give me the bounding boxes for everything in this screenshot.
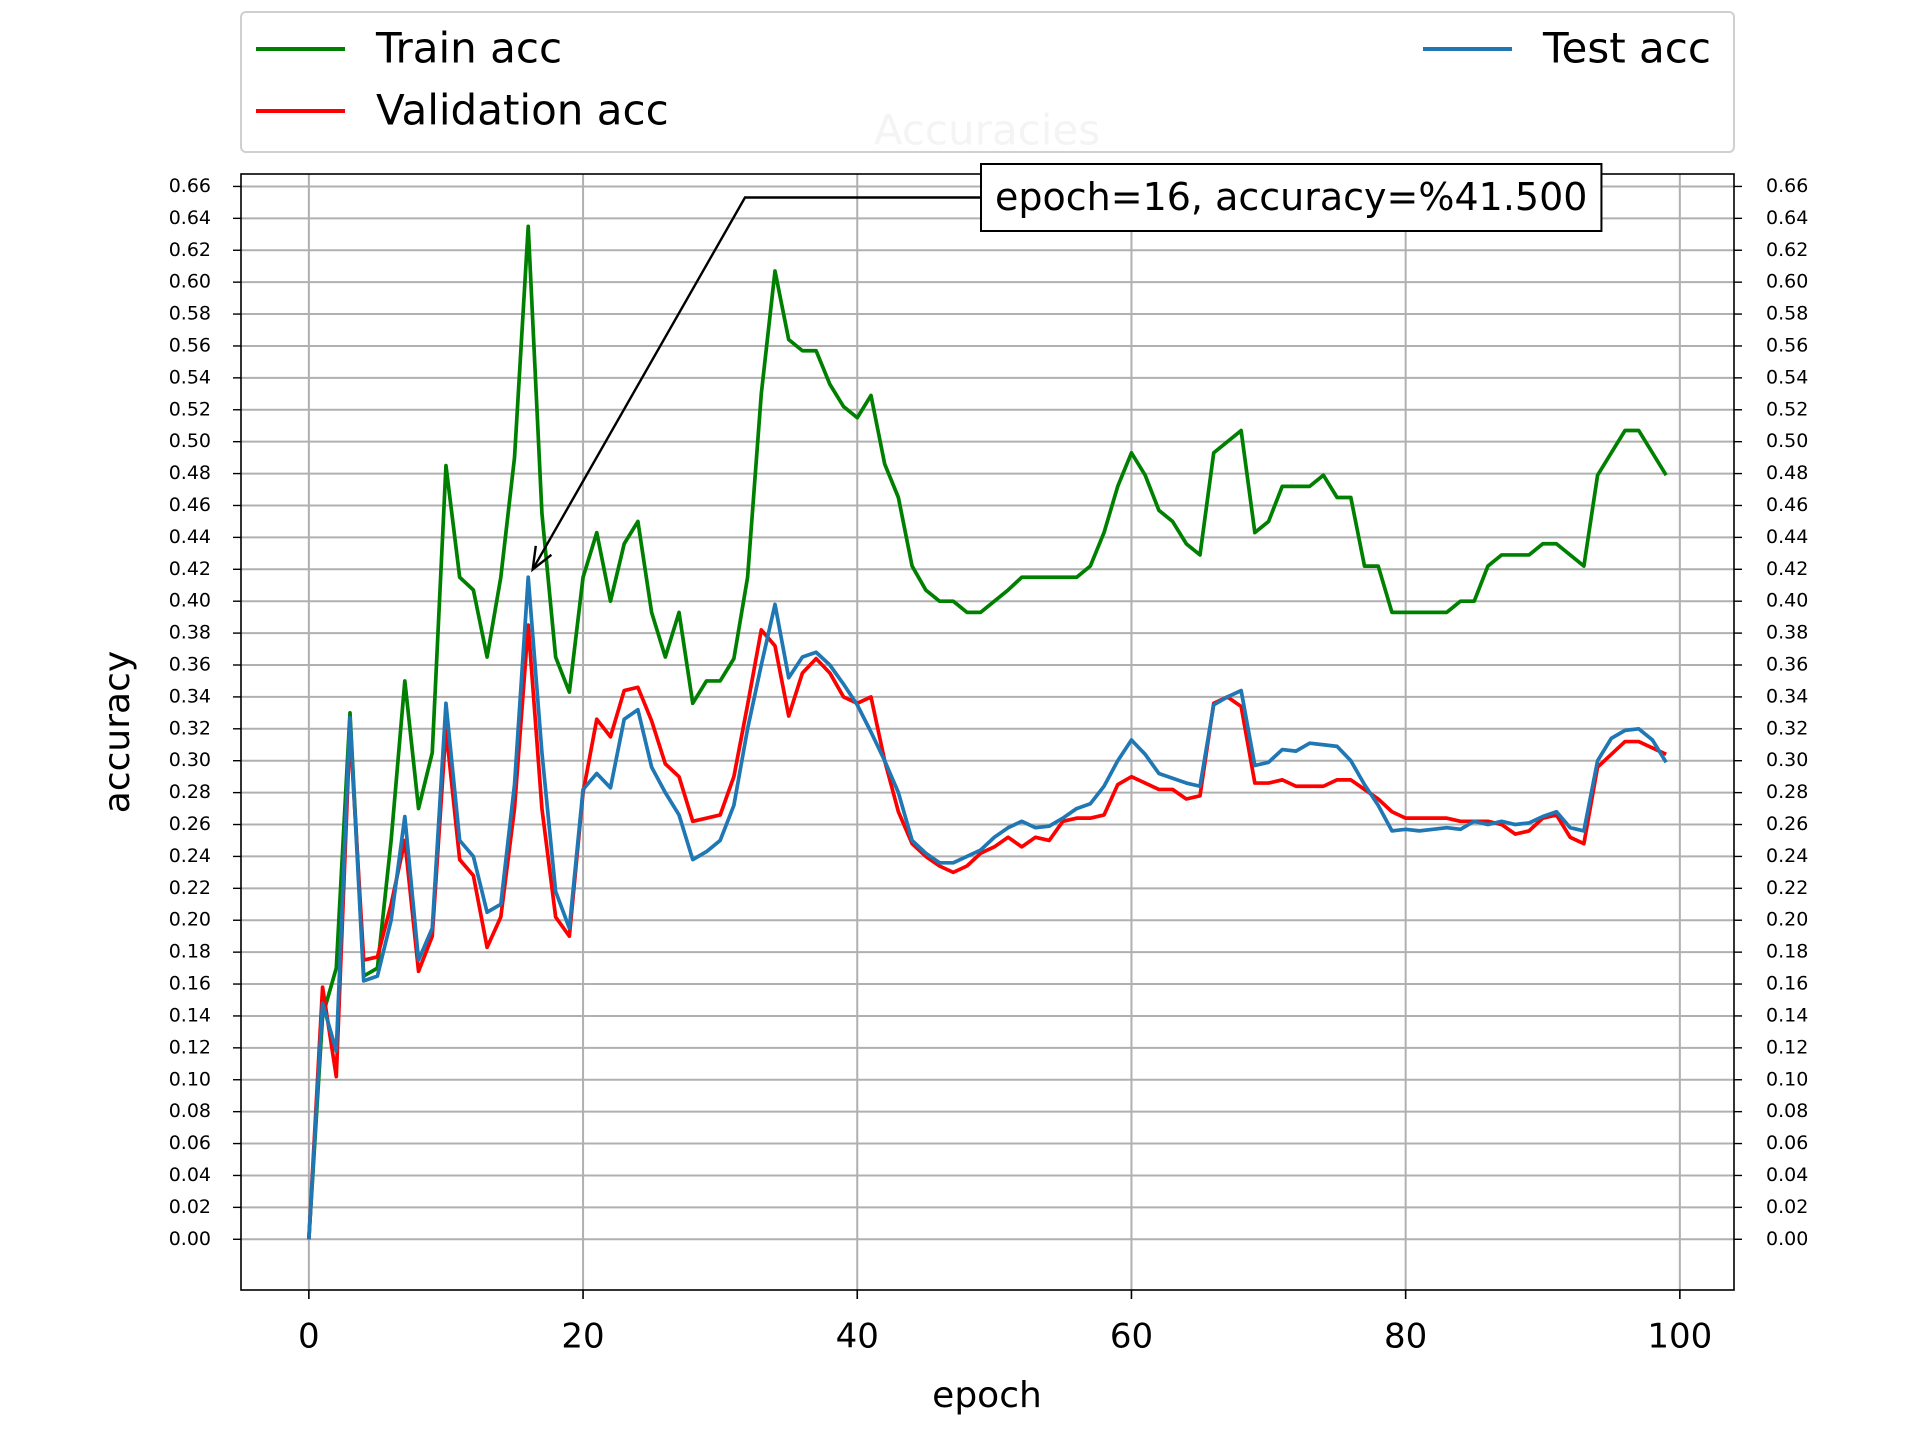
y-tick-label: 0.40 xyxy=(169,590,211,612)
y2-tick-label: 0.56 xyxy=(1766,334,1808,356)
y2-tick-label: 0.16 xyxy=(1766,973,1808,995)
y-tick-label: 0.24 xyxy=(169,845,211,867)
y2-tick-label: 0.06 xyxy=(1766,1132,1808,1154)
annotation: epoch=16, accuracy=%41.500 xyxy=(531,163,1603,573)
y-tick-label: 0.18 xyxy=(169,941,211,963)
x-tick-label: 0 xyxy=(298,1317,320,1357)
y2-tick-label: 0.02 xyxy=(1766,1196,1808,1218)
annotation-connector xyxy=(531,196,981,571)
y-tick-label: 0.14 xyxy=(169,1004,211,1026)
plot-lines xyxy=(307,224,1668,1240)
y-tick-label: 0.36 xyxy=(169,654,211,676)
y2-tick-label: 0.54 xyxy=(1766,366,1808,388)
y2-tick-label: 0.62 xyxy=(1766,239,1808,261)
x-tick-label: 20 xyxy=(561,1317,604,1357)
y-tick-label: 0.12 xyxy=(169,1036,211,1058)
legend-box xyxy=(240,11,1735,153)
ticks: 0 20 40 60 80 100 0.00 0.02 0.04 0.06 0.08 0.10 0.12… xyxy=(169,175,1809,1357)
y2-tick-label: 0.08 xyxy=(1766,1100,1808,1122)
y2-tick-label: 0.24 xyxy=(1766,845,1808,867)
y-axis-label: accuracy xyxy=(97,651,138,813)
y-tick-label: 0.16 xyxy=(169,973,211,995)
y2-tick-label: 0.36 xyxy=(1766,654,1808,676)
y2-tick-label: 0.32 xyxy=(1766,717,1808,739)
y2-tick-label: 0.46 xyxy=(1766,494,1808,516)
y-tick-label: 0.46 xyxy=(169,494,211,516)
y2-tick-label: 0.04 xyxy=(1766,1164,1808,1186)
y-tick-label: 0.56 xyxy=(169,334,211,356)
legend-label: Test acc xyxy=(1542,24,1711,73)
y2-tick-label: 0.10 xyxy=(1766,1068,1808,1090)
x-axis-label: epoch xyxy=(932,1375,1042,1416)
y-tick-label: 0.58 xyxy=(169,303,211,325)
y2-tick-label: 0.52 xyxy=(1766,398,1808,420)
y2-tick-label: 0.40 xyxy=(1766,590,1808,612)
y2-tick-label: 0.22 xyxy=(1766,877,1808,899)
y2-tick-label: 0.42 xyxy=(1766,558,1808,580)
y2-tick-label: 0.26 xyxy=(1766,813,1808,835)
y-tick-label: 0.44 xyxy=(169,526,211,548)
y-tick-label: 0.06 xyxy=(169,1132,211,1154)
y-tick-label: 0.10 xyxy=(169,1068,211,1090)
y-tick-label: 0.34 xyxy=(169,685,211,707)
x-tick-label: 80 xyxy=(1384,1317,1427,1357)
legend: Train acc Validation acc Test acc xyxy=(240,11,1735,153)
y-tick-label: 0.32 xyxy=(169,717,211,739)
legend-label: Validation acc xyxy=(376,86,669,135)
y-tick-label: 0.48 xyxy=(169,462,211,484)
y-tick-label: 0.02 xyxy=(169,1196,211,1218)
y-tick-label: 0.66 xyxy=(169,175,211,197)
y-tick-label: 0.64 xyxy=(169,207,211,229)
y-tick-label: 0.60 xyxy=(169,271,211,293)
y2-tick-label: 0.12 xyxy=(1766,1036,1808,1058)
series-line xyxy=(307,623,1667,1240)
y2-tick-label: 0.00 xyxy=(1766,1228,1808,1250)
y2-tick-label: 0.50 xyxy=(1766,430,1808,452)
y-tick-label: 0.52 xyxy=(169,398,211,420)
y2-tick-label: 0.30 xyxy=(1766,749,1808,771)
y2-tick-label: 0.14 xyxy=(1766,1004,1808,1026)
y-tick-label: 0.22 xyxy=(169,877,211,899)
series-line xyxy=(307,224,1668,1240)
y2-tick-label: 0.64 xyxy=(1766,207,1808,229)
y2-tick-label: 0.20 xyxy=(1766,909,1808,931)
y-tick-label: 0.00 xyxy=(169,1228,211,1250)
y-tick-label: 0.42 xyxy=(169,558,211,580)
x-tick-label: 40 xyxy=(836,1317,879,1357)
y-tick-label: 0.08 xyxy=(169,1100,211,1122)
x-tick-label: 100 xyxy=(1647,1317,1712,1357)
y-tick-label: 0.04 xyxy=(169,1164,211,1186)
annotation-arrowhead xyxy=(531,545,553,573)
y2-tick-label: 0.60 xyxy=(1766,271,1808,293)
y2-tick-label: 0.48 xyxy=(1766,462,1808,484)
y2-tick-label: 0.44 xyxy=(1766,526,1808,548)
y-tick-label: 0.28 xyxy=(169,781,211,803)
legend-label: Train acc xyxy=(375,24,562,73)
y-tick-label: 0.30 xyxy=(169,749,211,771)
y-tick-label: 0.50 xyxy=(169,430,211,452)
y2-tick-label: 0.38 xyxy=(1766,622,1808,644)
y-tick-label: 0.62 xyxy=(169,239,211,261)
y2-tick-label: 0.18 xyxy=(1766,941,1808,963)
y-tick-label: 0.20 xyxy=(169,909,211,931)
y2-tick-label: 0.58 xyxy=(1766,303,1808,325)
annotation-box xyxy=(980,163,1603,232)
y2-tick-label: 0.66 xyxy=(1766,175,1808,197)
x-tick-label: 60 xyxy=(1110,1317,1153,1357)
y-tick-label: 0.54 xyxy=(169,366,211,388)
annotation-text: epoch=16, accuracy=%41.500 xyxy=(995,175,1587,219)
series-line xyxy=(307,575,1668,1240)
y2-tick-label: 0.28 xyxy=(1766,781,1808,803)
y-tick-label: 0.26 xyxy=(169,813,211,835)
y-tick-label: 0.38 xyxy=(169,622,211,644)
y2-tick-label: 0.34 xyxy=(1766,685,1808,707)
